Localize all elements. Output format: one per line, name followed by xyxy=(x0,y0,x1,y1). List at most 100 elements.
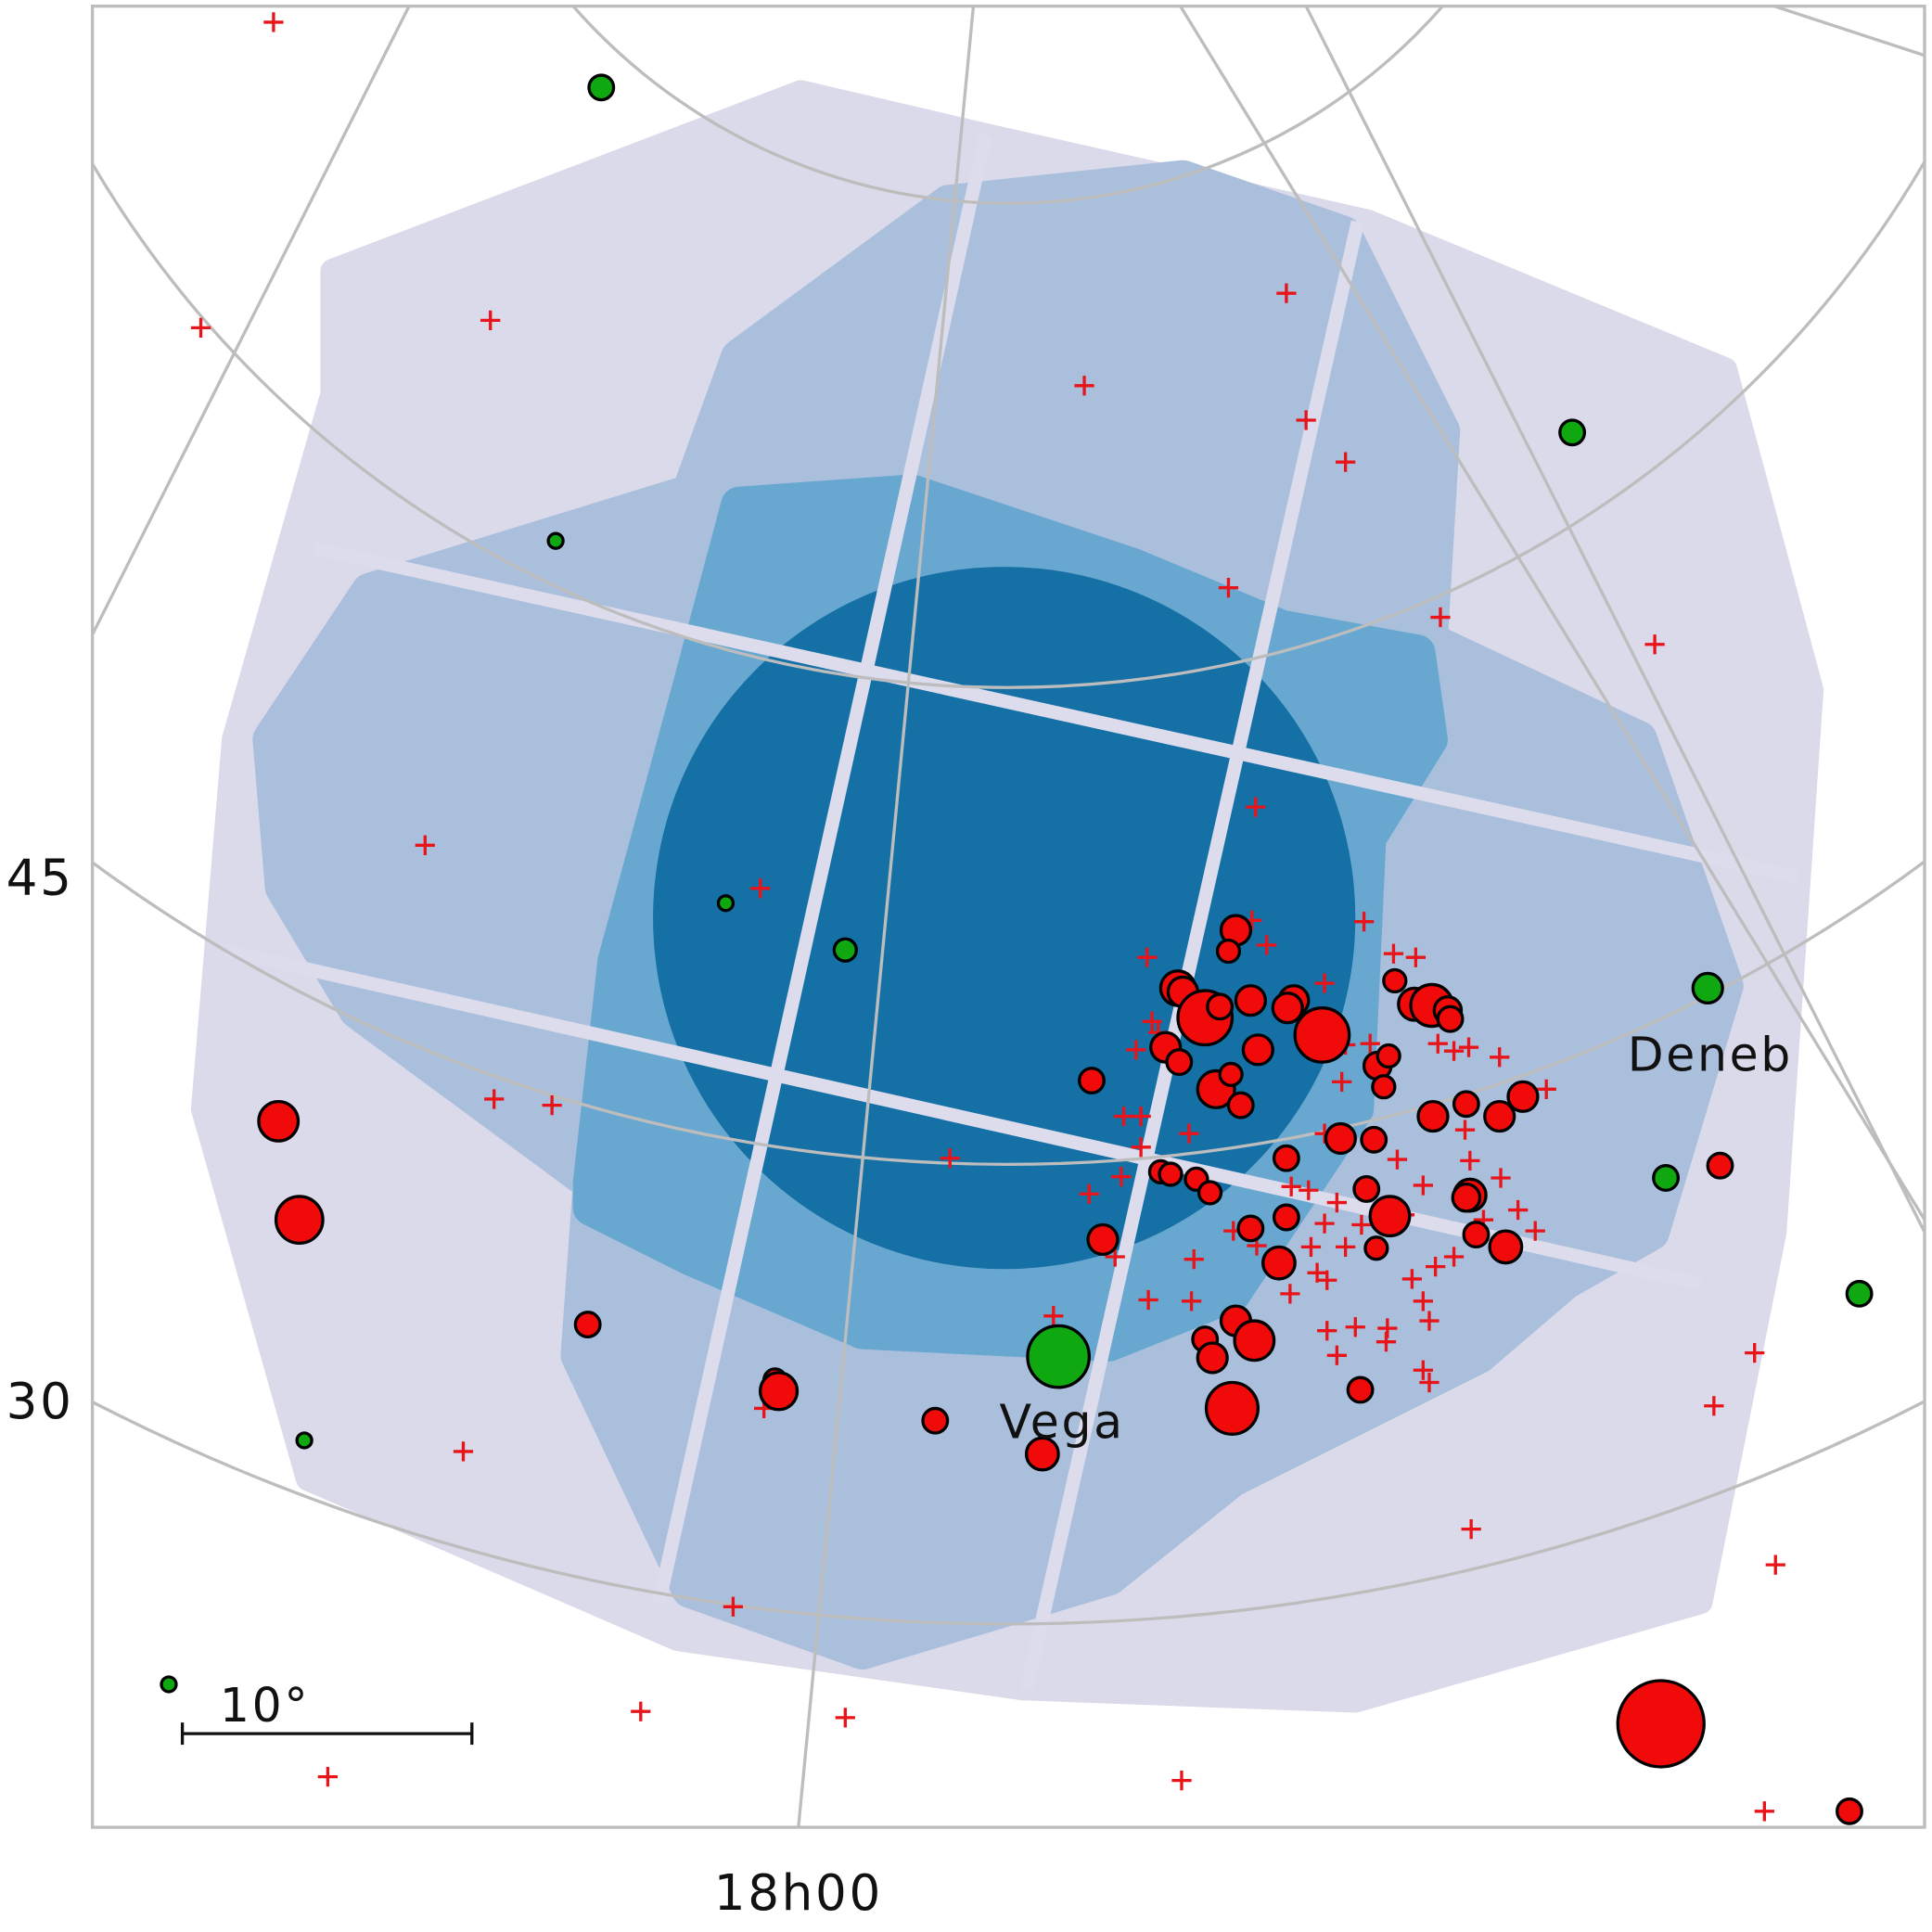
cross-marker xyxy=(1336,452,1356,472)
red-marker xyxy=(1368,1195,1412,1238)
cross-marker xyxy=(940,1148,960,1169)
green-marker xyxy=(1652,1164,1681,1192)
star-label: Vega xyxy=(999,1394,1124,1449)
dec-label: 45 xyxy=(6,849,74,906)
cross-marker xyxy=(1314,973,1335,993)
red-marker xyxy=(1371,1074,1397,1100)
red-marker xyxy=(1706,1151,1734,1180)
red-marker xyxy=(1024,1436,1060,1472)
red-marker xyxy=(1363,1235,1389,1261)
cross-marker xyxy=(1184,1249,1204,1270)
green-marker xyxy=(160,1675,178,1694)
cross-marker xyxy=(1043,1306,1064,1326)
cross-marker xyxy=(1458,1037,1479,1057)
cross-marker xyxy=(1426,1257,1446,1277)
red-marker xyxy=(1241,1033,1274,1067)
green-marker xyxy=(546,531,565,550)
cross-marker xyxy=(1317,1321,1337,1341)
red-marker xyxy=(1260,1245,1297,1281)
red-marker xyxy=(1196,1341,1229,1375)
cross-marker xyxy=(1332,1071,1352,1093)
red-marker xyxy=(1218,1061,1244,1088)
scale-bar xyxy=(180,1722,474,1746)
cross-marker xyxy=(1525,1221,1545,1241)
dec-label: 30 xyxy=(6,1373,74,1430)
frame xyxy=(90,4,1926,1829)
cross-marker xyxy=(1314,1213,1335,1234)
cross-marker xyxy=(1387,1149,1408,1170)
red-marker xyxy=(1236,1214,1265,1243)
cross-marker xyxy=(1413,1175,1433,1196)
cross-marker xyxy=(1257,935,1277,955)
cross-marker xyxy=(1490,1047,1510,1068)
ra-line xyxy=(92,6,411,635)
ccd-gaps xyxy=(226,122,1801,1701)
cross-marker xyxy=(1644,634,1665,655)
red-marker xyxy=(1293,1006,1351,1064)
cross-marker xyxy=(1443,1247,1465,1267)
red-marker xyxy=(1078,1067,1106,1094)
cross-marker xyxy=(1131,1106,1151,1127)
cross-marker xyxy=(1299,1180,1319,1200)
cross-marker xyxy=(1419,1372,1439,1393)
star-label: Deneb xyxy=(1628,1027,1793,1081)
cross-marker xyxy=(1336,1236,1356,1258)
cross-marker xyxy=(1460,1150,1480,1171)
green-marker xyxy=(1691,971,1724,1005)
cross-marker xyxy=(1280,1284,1300,1304)
cross-marker xyxy=(1345,1317,1365,1337)
red-marker xyxy=(1324,1121,1357,1156)
dec-circle xyxy=(92,158,1926,689)
red-marker xyxy=(1086,1222,1120,1257)
cross-marker xyxy=(1179,1123,1199,1144)
red-marker xyxy=(1462,1221,1491,1249)
cross-marker xyxy=(1113,1106,1134,1127)
red-marker xyxy=(1272,1203,1300,1232)
cross-marker xyxy=(1326,1345,1347,1365)
cross-marker xyxy=(1300,1236,1322,1258)
cross-marker xyxy=(1137,947,1158,967)
cross-marker xyxy=(1353,912,1375,932)
cross-marker xyxy=(1413,1291,1433,1311)
red-marker xyxy=(1234,984,1267,1017)
cross-marker xyxy=(1142,1011,1162,1031)
cross-marker xyxy=(1754,1801,1774,1822)
ra-line xyxy=(797,6,976,1828)
gap xyxy=(313,542,1801,884)
red-marker xyxy=(257,1099,301,1143)
green-marker xyxy=(1845,1279,1874,1308)
ra-line xyxy=(1179,6,1926,1222)
red-marker xyxy=(1416,1099,1450,1133)
cross-marker xyxy=(1536,1079,1556,1099)
cross-marker xyxy=(1375,1332,1397,1352)
red-marker xyxy=(274,1195,325,1246)
cross-marker xyxy=(263,12,284,32)
cross-marker xyxy=(1508,1199,1529,1221)
red-marker xyxy=(1158,1161,1184,1187)
red-marker xyxy=(1360,1125,1388,1154)
cross-marker xyxy=(1419,1311,1439,1331)
cross-marker xyxy=(1430,607,1451,628)
cross-marker xyxy=(1171,1770,1192,1791)
cross-marker xyxy=(1745,1343,1765,1363)
red-marker xyxy=(1451,1182,1482,1213)
markers xyxy=(160,12,1874,1825)
red-marker xyxy=(1488,1229,1524,1265)
cross-marker xyxy=(723,1596,744,1617)
red-marker xyxy=(1206,992,1235,1021)
cross-marker xyxy=(480,310,501,331)
red-marker xyxy=(1836,1797,1863,1825)
ra-line xyxy=(1773,6,1926,58)
red-marker xyxy=(1483,1099,1516,1133)
cross-marker xyxy=(631,1701,651,1721)
cross-marker xyxy=(1413,1360,1433,1380)
green-marker xyxy=(716,894,736,913)
cross-marker xyxy=(1111,1167,1132,1187)
cross-marker xyxy=(1351,1214,1372,1235)
cross-marker xyxy=(542,1094,562,1116)
cross-marker xyxy=(1074,376,1094,396)
dec-circle xyxy=(570,6,1445,205)
cross-marker xyxy=(1181,1291,1202,1311)
red-marker xyxy=(1226,1091,1255,1120)
